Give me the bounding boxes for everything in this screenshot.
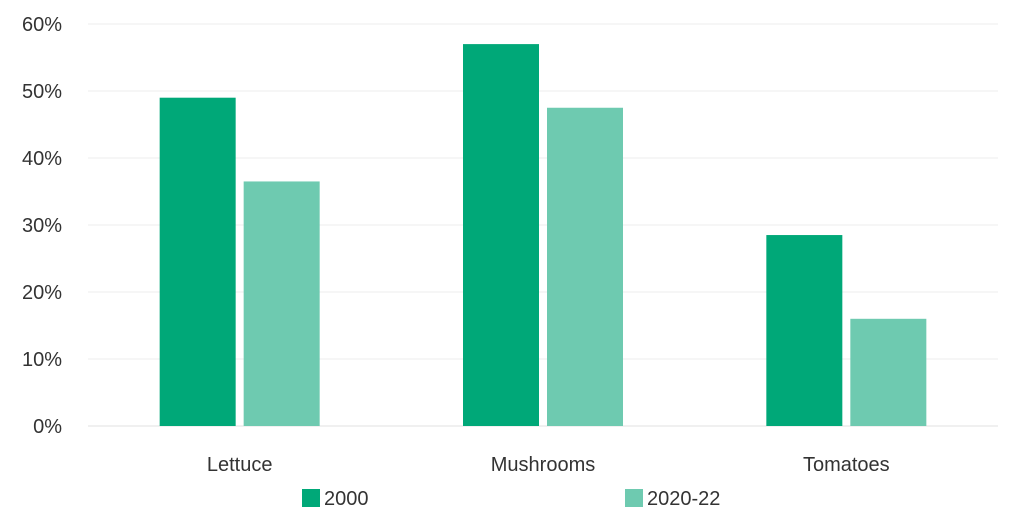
- bar-tomatoes-2000: [766, 235, 843, 426]
- legend-item: 2000: [302, 488, 369, 510]
- legend-label: 2020-22: [647, 488, 720, 509]
- bar-mushrooms-2020-22: [547, 107, 623, 426]
- legend-swatch: [302, 489, 320, 507]
- gridlines: [88, 23, 998, 427]
- bar-lettuce-2020-22: [243, 181, 320, 426]
- bar-lettuce-2000: [159, 97, 236, 426]
- legend-label: 2000: [324, 488, 369, 509]
- x-axis-category-labels: Lettuce Mushrooms Tomatoes: [207, 454, 890, 476]
- x-category-label: Tomatoes: [803, 454, 890, 476]
- x-category-label: Mushrooms: [491, 454, 595, 476]
- y-tick-label: 20%: [22, 282, 62, 304]
- y-tick-label: 40%: [22, 148, 62, 170]
- bar-mushrooms-2000: [463, 44, 539, 426]
- y-tick-label: 0%: [33, 416, 62, 438]
- y-axis-tick-labels: 0% 10% 20% 30% 40% 50% 60%: [22, 14, 62, 438]
- legend-item: 2020-22: [625, 488, 720, 510]
- legend: 2000 2020-22: [302, 488, 720, 510]
- y-tick-label: 60%: [22, 14, 62, 36]
- y-tick-label: 10%: [22, 349, 62, 371]
- y-tick-label: 50%: [22, 81, 62, 103]
- bar-tomatoes-2020-22: [850, 318, 927, 426]
- y-tick-label: 30%: [22, 215, 62, 237]
- legend-swatch: [625, 489, 643, 507]
- x-category-label: Lettuce: [207, 454, 273, 476]
- bars: [159, 44, 927, 426]
